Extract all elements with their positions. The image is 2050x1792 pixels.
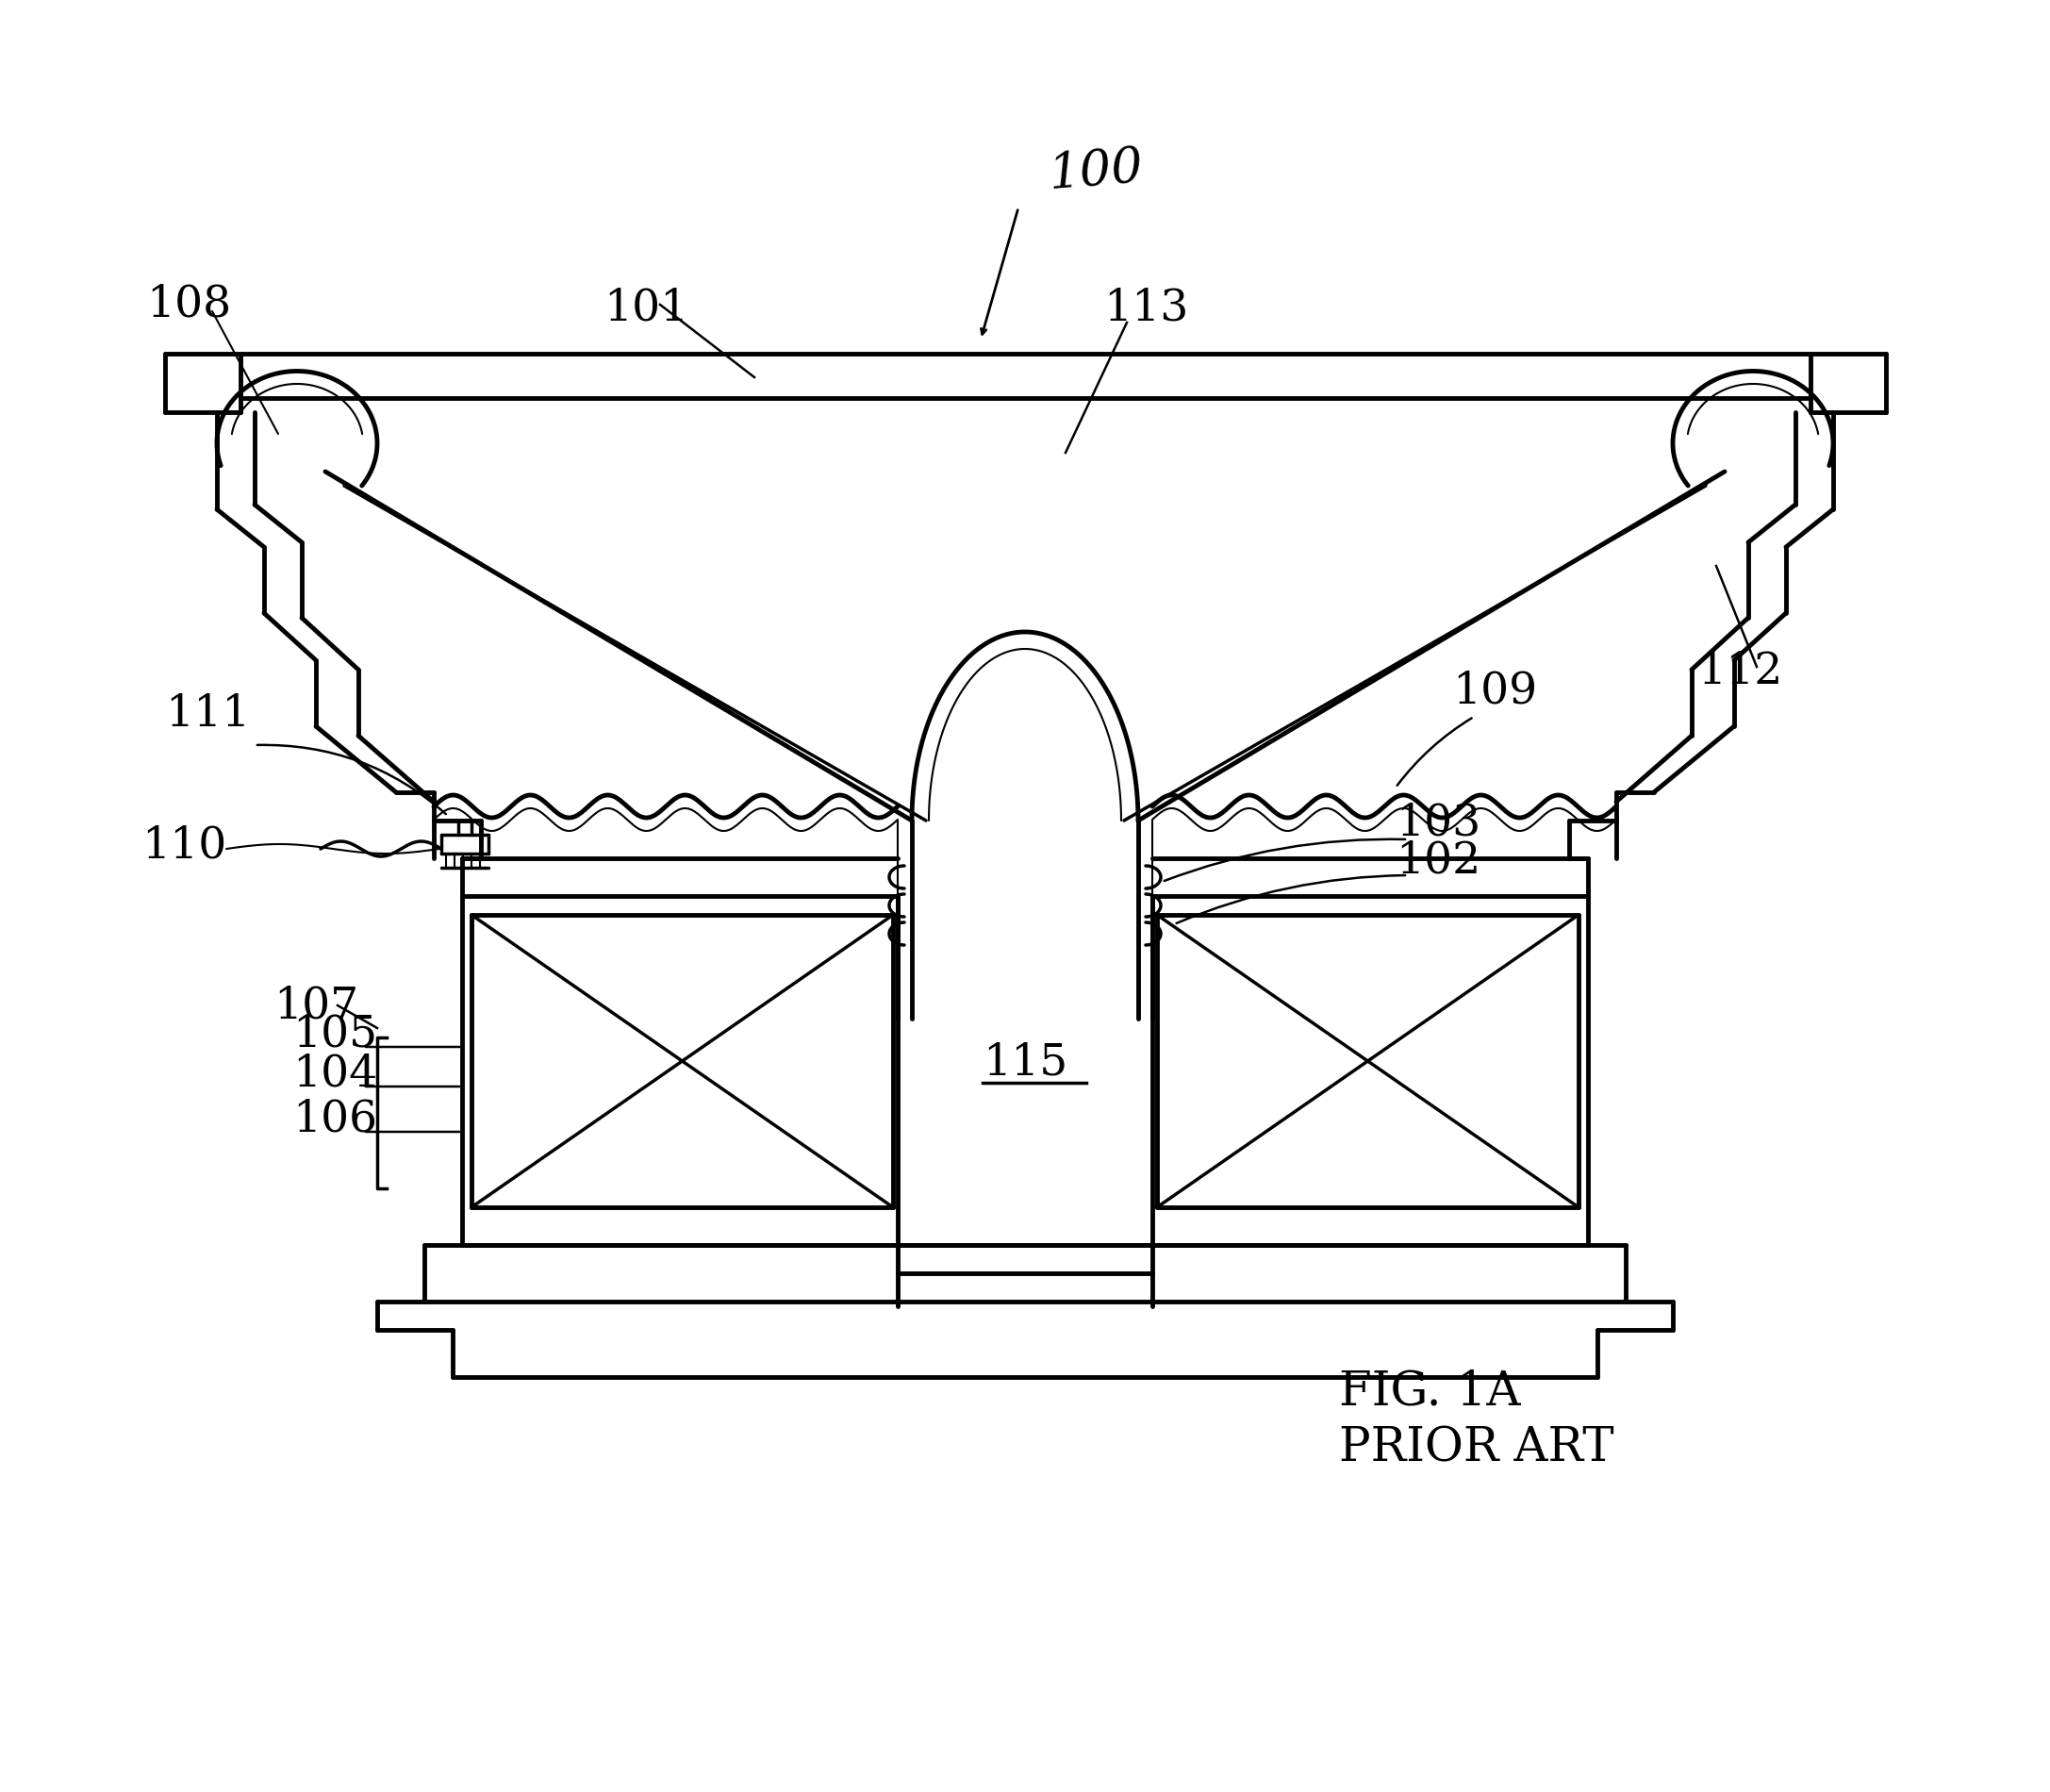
Text: 108: 108: [146, 283, 232, 326]
Text: 110: 110: [141, 824, 228, 867]
Text: PRIOR ART: PRIOR ART: [1339, 1426, 1613, 1473]
Text: 115: 115: [982, 1041, 1068, 1084]
Text: 109: 109: [1451, 670, 1538, 711]
Text: 112: 112: [1697, 650, 1783, 694]
Text: 105: 105: [293, 1014, 377, 1055]
Text: 104: 104: [293, 1054, 377, 1097]
Text: 111: 111: [164, 694, 250, 737]
Text: 101: 101: [603, 287, 689, 330]
Text: 100: 100: [1048, 143, 1146, 199]
Text: 102: 102: [1396, 839, 1480, 882]
Text: 103: 103: [1396, 801, 1480, 844]
Text: FIG. 1A: FIG. 1A: [1339, 1369, 1521, 1416]
Text: 113: 113: [1103, 287, 1189, 330]
Text: 106: 106: [293, 1098, 377, 1142]
Text: 107: 107: [273, 986, 359, 1029]
